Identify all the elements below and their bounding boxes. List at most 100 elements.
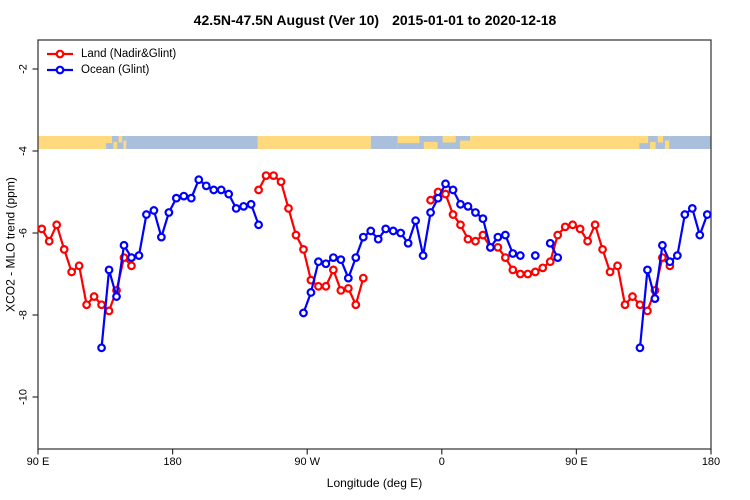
series-ocean-point <box>134 251 144 260</box>
series-ocean-point <box>643 265 652 275</box>
series-ocean-point <box>672 251 682 260</box>
series-land-point <box>426 195 435 205</box>
title-region-period: 42.5N-47.5N August (Ver 10) <box>193 12 380 28</box>
surface-band-segment <box>257 136 371 149</box>
series-land-point <box>471 236 480 246</box>
series-ocean-point <box>209 185 219 195</box>
series-ocean-point <box>201 181 211 191</box>
series-ocean-point <box>388 226 398 236</box>
surface-band-segment <box>38 136 107 149</box>
series-land-point <box>598 244 607 254</box>
series-land-point <box>261 171 271 181</box>
series-land-point <box>643 306 652 316</box>
series-land-point <box>545 257 555 267</box>
series-land-point <box>104 306 114 316</box>
series-ocean-point <box>299 308 308 318</box>
series-ocean-point <box>695 230 705 240</box>
series-ocean-point <box>156 232 166 242</box>
series-land-point <box>478 230 488 240</box>
y-tick-label: -10 <box>18 389 30 405</box>
series-ocean-point <box>463 201 473 211</box>
x-tick-label: 90 E <box>27 456 50 468</box>
series-ocean-point <box>171 193 181 203</box>
series-land-point <box>613 261 622 271</box>
series-land-point <box>343 283 353 293</box>
series-ocean-point <box>418 251 428 260</box>
series-ocean-line <box>638 207 709 349</box>
chart-title: 42.5N-47.5N August (Ver 10) 2015-01-01 to… <box>0 12 750 28</box>
series-land-point <box>291 230 301 240</box>
surface-band-land-patch <box>657 136 664 143</box>
series-land-point <box>575 224 585 234</box>
series-ocean-point <box>231 203 241 213</box>
series-ocean-point <box>508 249 518 258</box>
surface-band-land-patch <box>397 136 420 144</box>
series-land-point <box>560 222 570 232</box>
series-ocean-point <box>104 265 114 275</box>
series-land-point <box>284 203 293 213</box>
series-ocean-point <box>216 185 226 195</box>
surface-band-land-patch <box>442 136 456 143</box>
x-tick-label: 180 <box>702 456 720 468</box>
series-ocean-point <box>112 292 121 301</box>
series-ocean-point <box>239 201 249 211</box>
series-land-point <box>299 244 308 254</box>
series-ocean-point <box>493 232 503 242</box>
legend: Land (Nadir&Glint) Ocean (Glint) <box>45 46 176 78</box>
series-ocean-point <box>358 232 368 242</box>
series-land-point <box>276 177 286 187</box>
series-ocean-point <box>486 242 495 252</box>
series-land-point <box>508 265 518 275</box>
series-land-point <box>456 220 465 230</box>
series-land-point <box>67 267 77 277</box>
surface-band-segment <box>126 136 258 149</box>
series-ocean-point <box>687 203 697 213</box>
series-ocean-point <box>343 273 353 283</box>
series-land-point <box>358 273 368 283</box>
series-ocean-point <box>545 238 555 248</box>
series-ocean-point <box>702 210 712 219</box>
y-tick-label: -6 <box>18 228 30 238</box>
series-land-point <box>500 253 510 263</box>
series-ocean-point <box>142 210 151 219</box>
series-ocean-point <box>127 253 136 263</box>
surface-band-segment <box>470 136 640 149</box>
surface-band-land-patch <box>664 140 670 149</box>
series-ocean-point <box>433 193 443 203</box>
series-land-point <box>620 300 630 310</box>
series-land-point <box>515 269 525 279</box>
legend-item-ocean: Ocean (Glint) <box>45 62 176 78</box>
series-land-point <box>351 300 361 310</box>
series-ocean-point <box>366 226 376 236</box>
series-ocean-point <box>381 224 391 234</box>
series-ocean-point <box>456 199 465 209</box>
legend-label: Land (Nadir&Glint) <box>81 48 177 60</box>
series-ocean-point <box>336 255 346 265</box>
series-land-point <box>538 263 548 273</box>
series-ocean-point <box>164 208 174 217</box>
series-ocean-point <box>373 234 383 244</box>
series-land-point <box>553 230 563 240</box>
series-ocean-point <box>635 343 645 353</box>
series-ocean-point <box>314 257 323 267</box>
y-tick-label: -2 <box>18 64 30 74</box>
series-ocean-point <box>328 253 338 263</box>
series-land-point <box>336 286 346 295</box>
series-ocean-point <box>500 230 510 240</box>
series-ocean-point <box>179 191 189 201</box>
surface-band-land-patch <box>118 136 123 143</box>
x-tick-label: 0 <box>439 456 445 468</box>
series-ocean-point <box>321 259 331 269</box>
legend-item-land: Land (Nadir&Glint) <box>45 46 176 62</box>
series-land-point <box>269 171 278 181</box>
series-ocean-point <box>515 251 525 260</box>
surface-band-land-patch <box>113 141 118 149</box>
series-ocean-point <box>306 288 316 297</box>
series-ocean-point <box>448 185 458 195</box>
surface-band-segment <box>669 136 711 149</box>
series-ocean-point <box>530 251 540 260</box>
series-ocean-point <box>665 257 675 267</box>
series-land-point <box>254 185 263 195</box>
series-ocean-point <box>351 253 361 263</box>
series-ocean-point <box>411 216 421 226</box>
